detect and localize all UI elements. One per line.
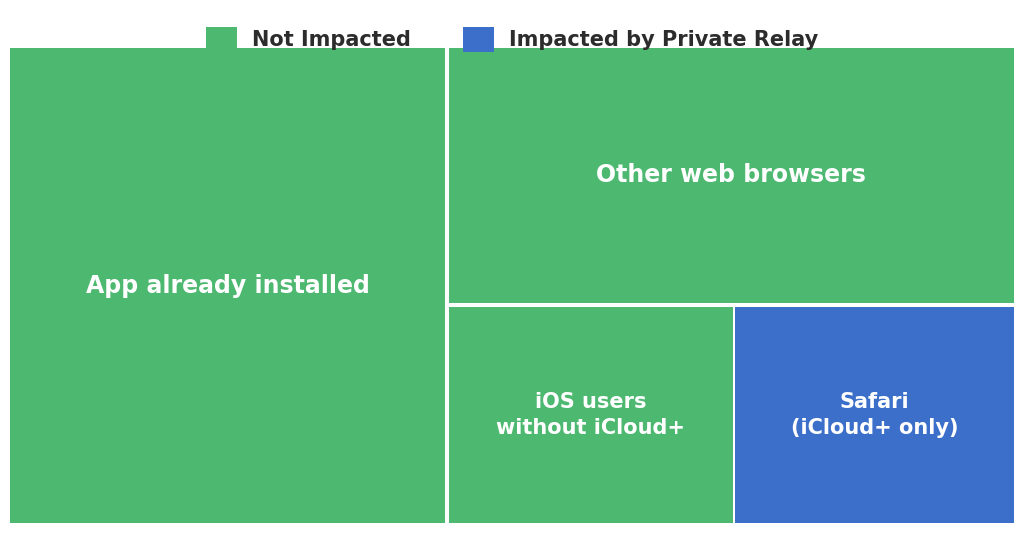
- Bar: [735, 307, 1014, 523]
- Legend: Not Impacted, Impacted by Private Relay: Not Impacted, Impacted by Private Relay: [206, 27, 818, 52]
- Text: Safari
(iCloud+ only): Safari (iCloud+ only): [791, 392, 958, 438]
- Text: Other web browsers: Other web browsers: [596, 163, 866, 187]
- Bar: [10, 48, 444, 523]
- Text: App already installed: App already installed: [86, 274, 370, 297]
- Text: iOS users
without iCloud+: iOS users without iCloud+: [497, 392, 685, 438]
- Bar: [449, 307, 733, 523]
- Bar: [449, 48, 1014, 303]
